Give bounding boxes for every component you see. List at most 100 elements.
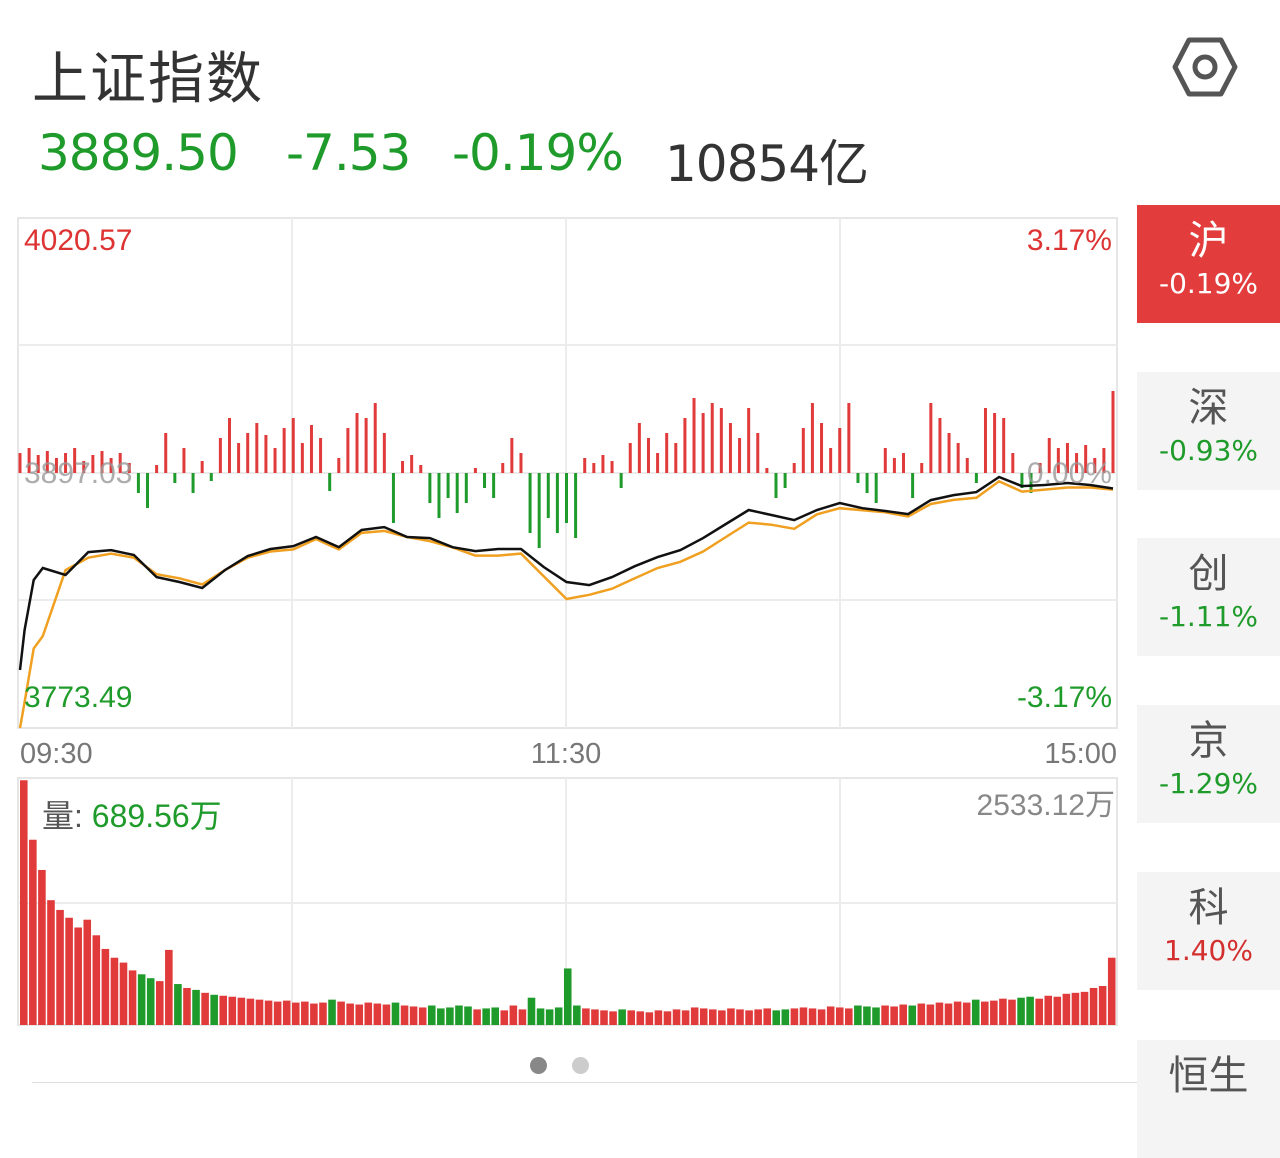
volume-bar [92,935,101,1025]
volume-bar [446,1007,454,1025]
flow-bar [983,408,987,473]
volume-bar [763,1008,771,1025]
x-tick-close: 15:00 [1044,738,1117,770]
flow-bar [911,473,915,498]
volume-bars [20,780,1116,1025]
volume-bar [835,1007,844,1025]
flow-bar [1111,391,1115,473]
flow-bar [719,408,723,473]
volume-bar [382,1004,391,1025]
volume-bar [962,1002,971,1025]
volume-bar [437,1008,445,1025]
market-tab-name: 深 [1188,385,1229,431]
hexagon-settings-icon[interactable] [1172,36,1238,98]
flow-bar [674,443,678,473]
flow-bar [829,448,833,473]
flow-bar [601,455,605,473]
flow-bar [501,463,505,473]
volume-bar [645,1012,654,1025]
chart-grid [17,217,1118,1026]
flow-bar [865,473,869,493]
flow-bar [291,418,295,473]
market-tab-name: 恒生 [1168,1053,1249,1099]
volume-bar [74,927,82,1025]
volume-bar [1071,992,1080,1025]
volume-value: 689.56万 [92,798,222,834]
page-title: 上证指数 [32,47,264,112]
volume-bar [264,1000,273,1025]
flow-bar [738,438,742,473]
intraday-chart[interactable]: 4020.57 3773.49 3897.03 3.17% -3.17% 0.0… [0,200,1130,1040]
market-tab-0[interactable]: 沪 -0.19% [1137,205,1280,323]
price-value: 3889.50 [38,124,239,182]
flow-bar [109,458,113,473]
market-tab-name: 京 [1188,718,1229,764]
flow-bar [227,418,231,473]
volume-bar [999,998,1007,1025]
flow-bar [155,465,159,473]
flow-bar [537,473,541,548]
flow-bar [246,433,250,473]
flow-bar [637,423,641,473]
market-tab-pct: -1.11% [1158,600,1259,633]
volume-bar [228,996,237,1025]
volume-bar [1080,991,1089,1025]
market-tab-3[interactable]: 京 -1.29% [1137,705,1280,823]
flow-bar [492,473,496,498]
flow-bar [410,455,414,473]
volume-bar [781,1009,790,1025]
volume-bar [128,970,137,1025]
flow-bar [391,473,395,523]
volume-bar [509,1005,518,1025]
price-line [18,475,1114,671]
market-tab-2[interactable]: 创 -1.11% [1137,538,1280,656]
flow-bar [346,428,350,473]
market-tab-pct: -1.29% [1158,767,1259,800]
volume-bar [146,978,155,1025]
volume-bar [518,1009,527,1025]
flow-bar [646,438,650,473]
market-tab-4[interactable]: 科 1.40% [1137,872,1280,990]
flow-bar [273,448,277,473]
flow-bar [300,443,304,473]
volume-bar [808,1008,817,1025]
page-dot-2[interactable] [572,1057,589,1074]
volume-bar [663,1011,672,1025]
volume-bar [826,1006,835,1025]
volume-bar [83,919,92,1025]
flow-bars [18,391,1115,548]
volume-bar [618,1009,626,1025]
volume-bar [636,1011,645,1025]
flow-bar [27,448,31,473]
pct-mid-label: 0.00% [1027,457,1112,490]
volume-bar [328,999,336,1025]
flow-bar [892,458,896,473]
volume-bar [20,780,28,1025]
flow-bar [810,403,814,473]
market-tab-5[interactable]: 恒生 [1137,1040,1280,1158]
volume-bar [273,1001,282,1025]
volume-bar [699,1008,708,1025]
volume-bar [709,1009,717,1025]
flow-bar [191,473,195,493]
flow-bar [993,413,997,473]
flow-bar [783,473,787,488]
flow-bar [665,433,669,473]
volume-bar [899,1004,907,1025]
volume-bar [491,1007,500,1025]
volume-bar [391,1002,400,1025]
flow-bar [765,468,769,473]
volume-bar [201,992,209,1025]
volume-bar [1053,996,1062,1025]
page-dot-1[interactable] [530,1057,547,1074]
market-tab-1[interactable]: 深 -0.93% [1137,372,1280,490]
volume-bar [754,1009,762,1025]
flow-bar [355,413,359,473]
flow-bar [838,428,842,473]
volume-bar [282,1000,291,1025]
volume-bar [545,1009,554,1025]
volume-bar [56,909,64,1025]
flow-bar [555,473,559,533]
flow-bar [1002,418,1006,473]
volume-bar [346,1003,354,1025]
